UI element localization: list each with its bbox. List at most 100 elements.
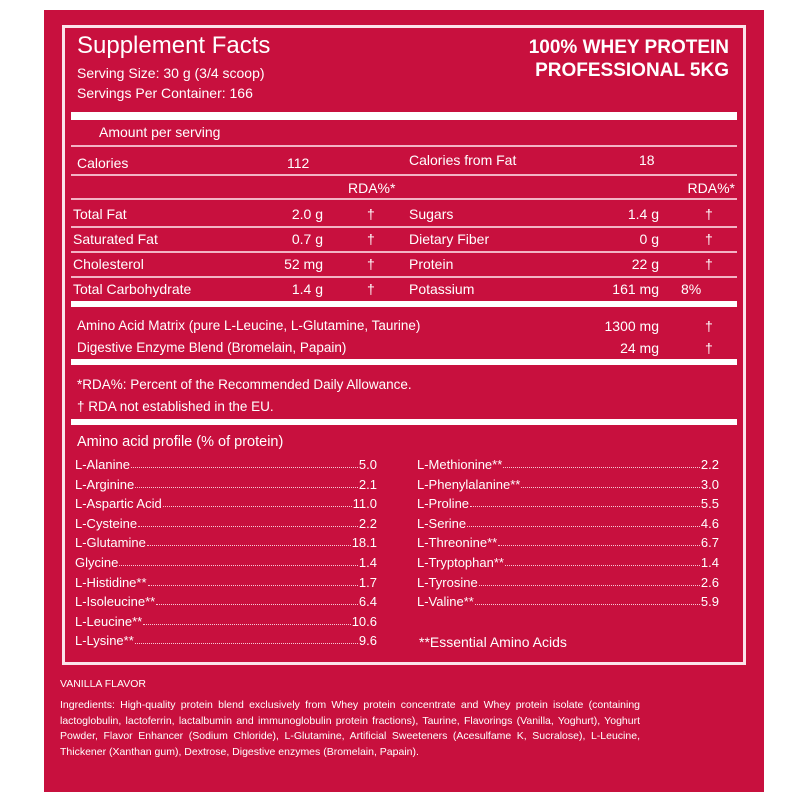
dot-leader (162, 496, 352, 508)
amino-acid-row: L-Lysine** 9.6 (75, 633, 377, 648)
product-line-2: PROFESSIONAL 5KG (535, 60, 729, 81)
nutrient-label: Total Carbohydrate (73, 281, 192, 297)
amino-acid-value: 5.9 (700, 594, 719, 610)
nutrient-label: Total Fat (73, 206, 127, 222)
nutrient-rda: 8% (681, 281, 702, 297)
amino-acid-name: L-Threonine** (417, 535, 498, 551)
amino-acid-name: L-Histidine** (75, 574, 147, 590)
nutrient-rda: † (705, 231, 713, 247)
amino-acid-value: 5.0 (358, 457, 377, 472)
amino-acid-value: 4.6 (700, 515, 719, 531)
blend-rda: † (705, 318, 713, 334)
divider (71, 174, 737, 176)
nutrient-rda: † (367, 231, 375, 247)
product-line-1: 100% WHEY PROTEIN (528, 37, 729, 58)
supplement-facts-panel: Supplement Facts Serving Size: 30 g (3/4… (44, 10, 764, 792)
rda-not-established-note: † RDA not established in the EU. (77, 399, 274, 414)
nutrient-value: 1.4 g (291, 281, 323, 297)
divider (71, 276, 737, 278)
amino-acid-name: L-Valine** (417, 594, 474, 610)
nutrient-label: Saturated Fat (73, 231, 158, 247)
blend-value: 1300 mg (604, 318, 659, 334)
rda-header-right: RDA%* (687, 180, 735, 196)
amino-acid-value: 10.6 (351, 613, 377, 629)
amino-acid-value: 18.1 (351, 535, 377, 551)
nutrient-value: 52 mg (284, 256, 323, 272)
amino-acid-name: L-Phenylalanine** (417, 476, 521, 492)
nutrient-rda: † (705, 256, 713, 272)
facts-box: Supplement Facts Serving Size: 30 g (3/4… (62, 25, 746, 665)
dot-leader (138, 516, 358, 527)
dot-leader (143, 614, 351, 625)
nutrient-rda: † (367, 206, 375, 222)
divider (71, 198, 737, 200)
amino-acid-name: L-Isoleucine** (75, 594, 156, 610)
amino-acid-name: Glycine (75, 555, 119, 570)
nutrient-label: Potassium (409, 281, 475, 297)
nutrient-value: 22 g (631, 256, 659, 272)
amino-acid-value: 9.6 (358, 633, 377, 649)
amino-acid-value: 5.5 (700, 496, 719, 512)
amino-acid-name: L-Methionine** (417, 457, 503, 472)
amino-acid-row: L-Phenylalanine** 3.0 (417, 477, 719, 492)
amino-acid-value: 2.1 (358, 476, 377, 492)
divider (71, 301, 737, 307)
nutrient-label: Dietary Fiber (409, 231, 490, 247)
dot-leader (478, 575, 700, 586)
nutrient-rda: † (367, 256, 375, 272)
dot-leader (521, 477, 700, 488)
dot-leader (135, 477, 358, 488)
divider (71, 251, 737, 253)
dot-leader (503, 457, 700, 468)
calories-value: 112 (287, 155, 310, 171)
nutrient-value: 2.0 g (291, 206, 323, 222)
amino-acid-value: 2.2 (358, 515, 377, 531)
amino-acid-name: L-Tyrosine (417, 574, 478, 590)
nutrient-value: 0 g (639, 231, 659, 247)
amino-acid-row: L-Arginine 2.1 (75, 477, 377, 492)
amino-acid-name: L-Arginine (75, 476, 135, 492)
dot-leader (146, 535, 351, 547)
dot-leader (467, 516, 700, 527)
amino-acid-row: L-Methionine** 2.2 (417, 457, 719, 472)
amino-acid-value: 2.2 (700, 457, 719, 472)
amino-profile-title: Amino acid profile (% of protein) (77, 434, 284, 450)
servings-per-container: Servings Per Container: 166 (77, 85, 253, 101)
amino-acid-value: 6.7 (700, 535, 719, 551)
blend-label: Digestive Enzyme Blend (Bromelain, Papai… (77, 340, 347, 355)
amino-acid-name: L-Alanine (75, 457, 130, 472)
divider (71, 359, 737, 365)
amino-acid-value: 1.4 (358, 555, 377, 570)
amino-acid-row: L-Aspartic Acid 11.0 (75, 496, 377, 511)
essential-amino-footnote: **Essential Amino Acids (419, 634, 567, 650)
nutrient-value: 0.7 g (291, 231, 323, 247)
amino-acid-value: 6.4 (358, 594, 377, 610)
amino-acid-row: L-Tryptophan** 1.4 (417, 555, 719, 570)
amino-acid-row: L-Isoleucine** 6.4 (75, 594, 377, 609)
amino-acid-name: L-Leucine** (75, 613, 143, 629)
amount-per-serving: Amount per serving (99, 124, 221, 140)
amino-acid-value: 1.4 (700, 555, 719, 570)
amino-acid-name: L-Lysine** (75, 633, 134, 649)
nutrient-label: Sugars (409, 206, 454, 222)
dot-leader (156, 594, 358, 606)
dot-leader (504, 555, 700, 566)
nutrient-rda: † (705, 206, 713, 222)
amino-acid-value: 1.7 (358, 574, 377, 590)
ingredients-text: Ingredients: High-quality protein blend … (60, 699, 640, 758)
divider (71, 226, 737, 228)
amino-acid-value: 11.0 (352, 496, 377, 512)
amino-acid-row: L-Tyrosine 2.6 (417, 575, 719, 590)
amino-acid-name: L-Tryptophan** (417, 555, 504, 570)
amino-acid-row: L-Threonine** 6.7 (417, 535, 719, 550)
serving-size: Serving Size: 30 g (3/4 scoop) (77, 65, 265, 81)
rda-note: *RDA%: Percent of the Recommended Daily … (77, 377, 412, 392)
nutrient-rda: † (367, 281, 375, 297)
amino-acid-row: Glycine 1.4 (75, 555, 377, 570)
divider (71, 419, 737, 425)
blend-value: 24 mg (620, 340, 659, 356)
product-name: 100% WHEY PROTEIN PROFESSIONAL 5KG (529, 36, 729, 82)
amino-acid-row: L-Valine** 5.9 (417, 594, 719, 609)
amino-acid-name: L-Proline (417, 496, 470, 512)
divider (71, 112, 737, 120)
